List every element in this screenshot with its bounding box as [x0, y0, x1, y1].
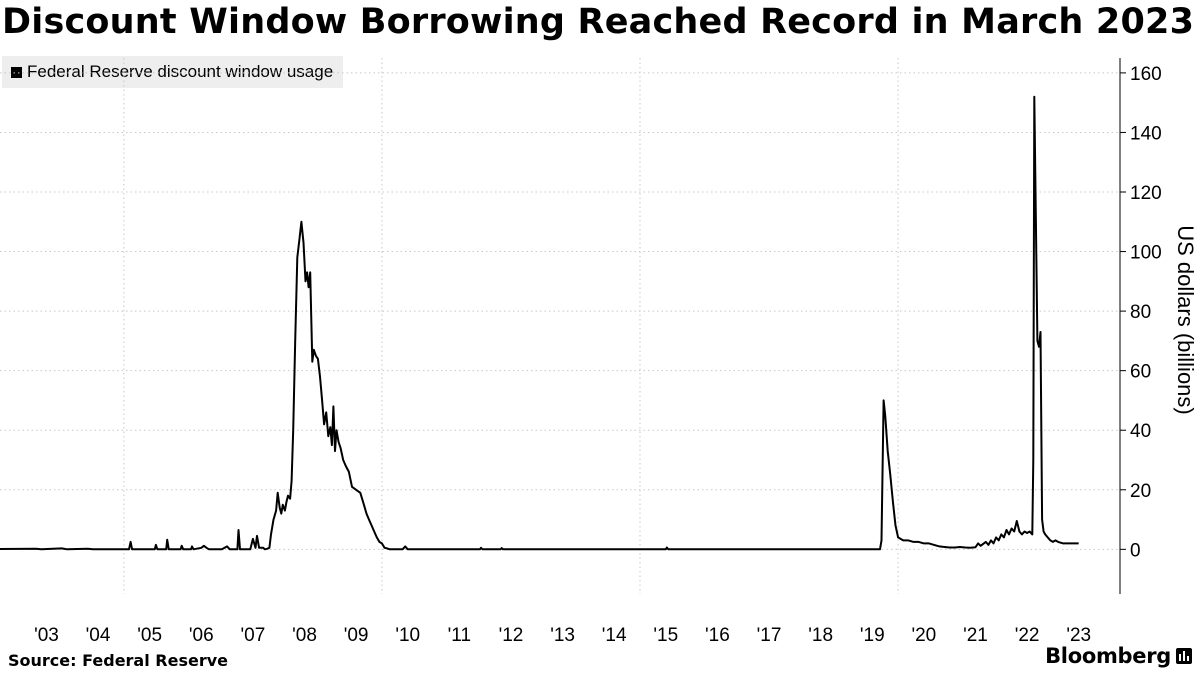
- x-tick-label: '03: [34, 625, 59, 646]
- x-tick-label: '20: [911, 625, 936, 646]
- x-tick-label: '08: [292, 625, 317, 646]
- y-tick-label: 120: [1130, 183, 1162, 204]
- legend: Federal Reserve discount window usage: [2, 56, 344, 88]
- legend-swatch: [11, 66, 22, 78]
- series-line: [0, 95, 1079, 551]
- y-axis: 0 20 40 60 80 100 120 140 160: [1119, 58, 1162, 594]
- x-tick-label: '11: [448, 625, 471, 646]
- y-tick-label: 100: [1130, 243, 1162, 264]
- x-tick-label: '05: [137, 625, 162, 646]
- y-tick-label: 160: [1130, 64, 1162, 85]
- chart-title: Discount Window Borrowing Reached Record…: [2, 2, 1195, 42]
- y-tick-label: 140: [1130, 123, 1162, 144]
- x-tick-label: '22: [1015, 625, 1040, 646]
- x-tick-label: '18: [808, 625, 833, 646]
- y-axis-label: US dollars (billions): [1173, 225, 1198, 415]
- y-tick-label: 80: [1130, 302, 1151, 323]
- x-tick-label: '06: [189, 625, 214, 646]
- series-group: [0, 95, 1079, 551]
- bloomberg-chart-icon: [1176, 648, 1192, 664]
- brand-name: Bloomberg: [1045, 644, 1171, 668]
- legend-label: Federal Reserve discount window usage: [27, 62, 334, 81]
- x-tick-label: '21: [963, 625, 988, 646]
- source-note: Source: Federal Reserve: [8, 651, 228, 670]
- x-tick-label: '23: [1066, 625, 1091, 646]
- x-tick-label: '04: [86, 625, 111, 646]
- x-tick-label: '16: [705, 625, 730, 646]
- x-tick-label: '19: [860, 625, 885, 646]
- gridlines: [0, 58, 1120, 594]
- x-tick-label: '12: [499, 625, 524, 646]
- x-tick-label: '14: [602, 625, 627, 646]
- x-tick-label: '09: [344, 625, 369, 646]
- x-tick-label: '15: [653, 625, 678, 646]
- x-tick-label: '13: [550, 625, 575, 646]
- x-tick-label: '17: [757, 625, 782, 646]
- y-tick-label: 40: [1130, 421, 1151, 442]
- x-axis: '03 '04 '05 '06 '07 '08 '09 '10 '11 '12 '13 '14 '15 '…: [34, 625, 1091, 646]
- y-tick-label: 0: [1130, 540, 1141, 561]
- x-tick-label: '07: [241, 625, 266, 646]
- y-tick-label: 20: [1130, 481, 1151, 502]
- x-tick-label: '10: [395, 625, 420, 646]
- y-tick-label: 60: [1130, 362, 1151, 383]
- brand-logo: Bloomberg: [1045, 644, 1192, 668]
